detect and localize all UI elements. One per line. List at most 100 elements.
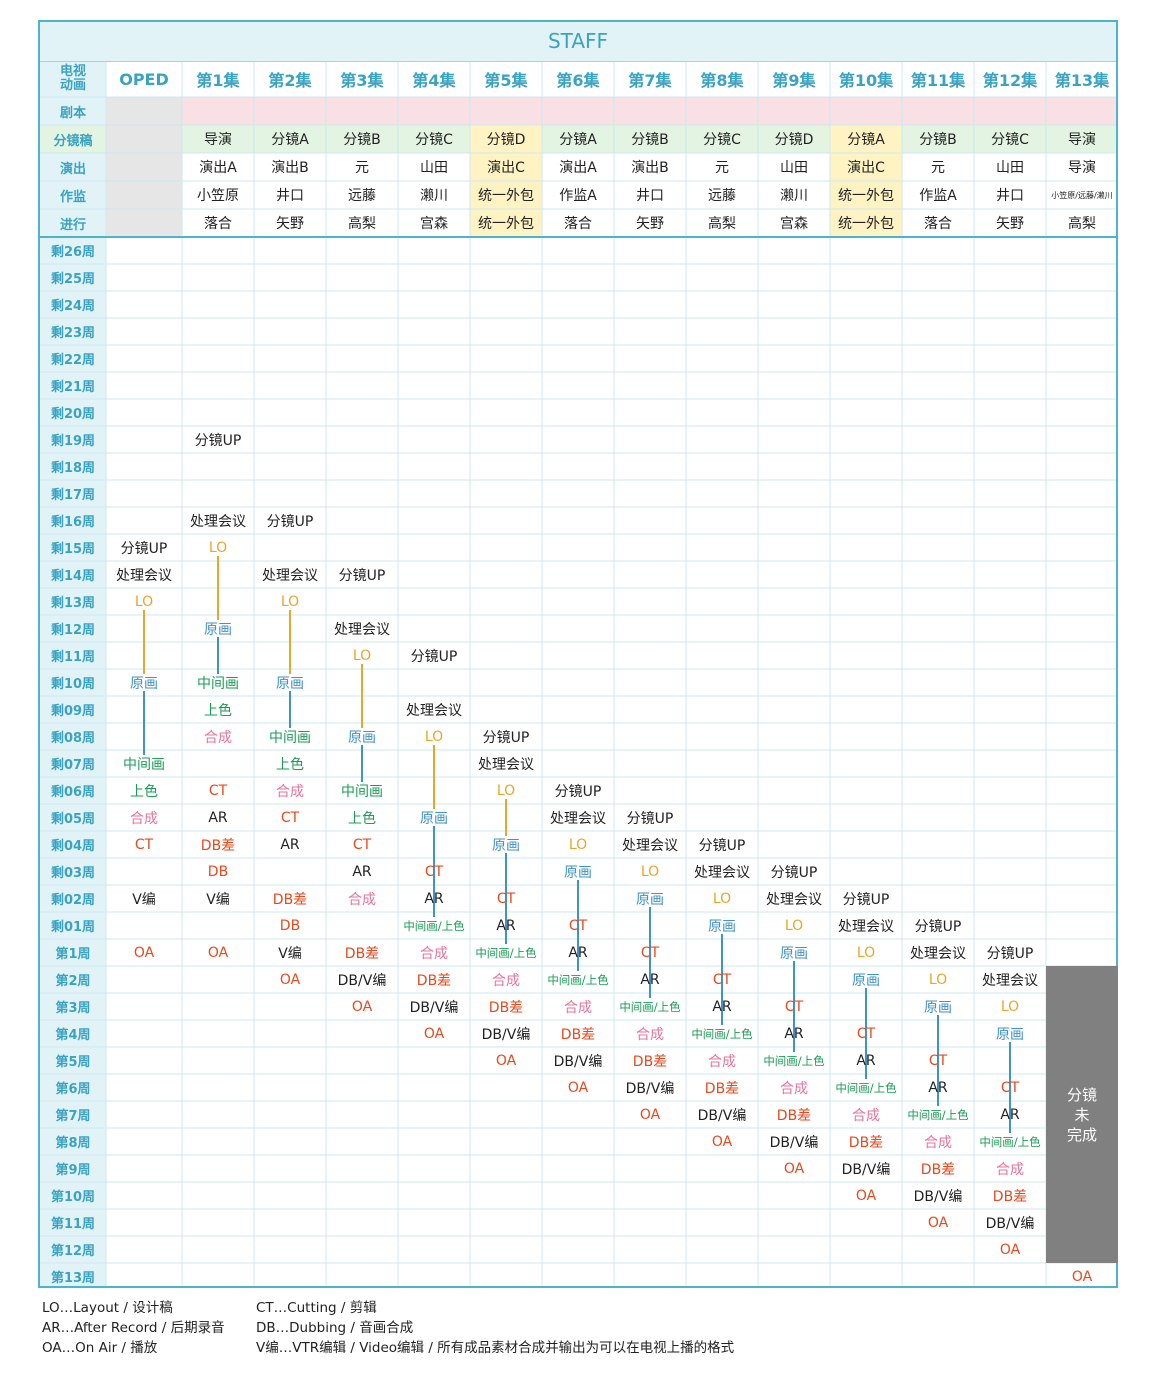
schedule-mark: DB差	[272, 891, 308, 908]
column-header: 第4集	[412, 71, 456, 90]
info-cell: 演出B	[271, 160, 309, 176]
schedule-mark: OA	[927, 1214, 949, 1231]
label-column-bg	[40, 61, 106, 1286]
schedule-mark: CT	[208, 782, 228, 799]
schedule-mark: 原画	[636, 891, 664, 908]
info-cell: 濑川	[780, 188, 808, 204]
schedule-mark: AR	[208, 809, 228, 826]
legend-item-oa: OA…On Air / 播放	[42, 1340, 158, 1356]
info-cell: 演出C	[487, 160, 525, 176]
oped-info-bg	[106, 97, 182, 237]
schedule-mark: OA	[207, 944, 229, 961]
info-cell: 远藤	[348, 188, 376, 204]
week-label: 剩12周	[50, 623, 96, 638]
schedule-mark: CT	[640, 944, 660, 961]
schedule-mark: DB差	[560, 1026, 596, 1043]
schedule-mark: DB	[279, 917, 301, 934]
week-label: 剩26周	[50, 245, 96, 260]
schedule-mark: DB差	[776, 1107, 812, 1124]
schedule-mark: 处理会议	[262, 567, 318, 584]
schedule-mark: CT	[568, 917, 588, 934]
column-header: 第11集	[910, 71, 966, 90]
info-row-label: 分镜稿	[53, 133, 93, 149]
schedule-mark: 分镜UP	[554, 783, 602, 800]
schedule-mark: 中间画	[269, 729, 311, 746]
info-cell: 濑川	[420, 188, 448, 204]
schedule-mark: CT	[712, 971, 732, 988]
week-label: 剩24周	[50, 299, 96, 314]
schedule-mark: 分镜UP	[194, 432, 242, 449]
info-cell: 统一外包	[838, 216, 894, 232]
info-cell: 分镜C	[703, 132, 741, 148]
schedule-mark: OA	[279, 971, 301, 988]
schedule-mark: 处理会议	[334, 621, 390, 638]
info-cell: 统一外包	[478, 216, 534, 232]
schedule-mark: V编	[132, 891, 156, 908]
week-label: 剩22周	[50, 353, 96, 368]
schedule-mark: 处理会议	[406, 702, 462, 719]
week-label: 剩19周	[50, 434, 96, 449]
week-label: 第1周	[55, 947, 91, 962]
info-cell: 演出A	[559, 160, 597, 176]
schedule-mark: DB/V编	[769, 1134, 819, 1151]
info-cell: 导演	[1068, 160, 1096, 176]
column-header: 第3集	[340, 71, 384, 90]
schedule-mark: 分镜UP	[698, 837, 746, 854]
column-header: 第5集	[484, 71, 528, 90]
legend-item-db: DB…Dubbing / 音画合成	[256, 1320, 414, 1336]
info-cell: 分镜B	[343, 132, 381, 148]
corner-label-line: 动画	[59, 78, 86, 93]
info-cell: 演出C	[847, 160, 885, 176]
week-label: 剩13周	[50, 596, 96, 611]
script-row-bg	[106, 97, 1116, 125]
schedule-mark: LO	[1000, 998, 1020, 1015]
corner-label: 电视 动画	[40, 61, 106, 97]
schedule-mark: 上色	[130, 783, 158, 800]
info-cell: 演出A	[199, 160, 237, 176]
week-label: 剩25周	[50, 272, 96, 287]
schedule-mark: 原画	[130, 675, 158, 692]
schedule-mark: 合成	[708, 1053, 736, 1070]
schedule-mark: 中间画/上色	[619, 999, 681, 1014]
schedule-mark: CT	[1000, 1079, 1020, 1096]
schedule-mark: 处理会议	[116, 567, 172, 584]
info-cell: 分镜D	[486, 132, 526, 148]
schedule-mark: 合成	[924, 1134, 952, 1151]
schedule-mark: 中间画/上色	[691, 1026, 753, 1041]
column-header: OPED	[119, 69, 169, 89]
info-cell: 作监A	[559, 188, 597, 204]
schedule-mark: LO	[208, 539, 228, 556]
schedule-mark: OA	[855, 1187, 877, 1204]
info-cell: 井口	[636, 188, 664, 204]
week-label: 剩18周	[50, 461, 96, 476]
info-cell: 矢野	[636, 216, 664, 232]
week-label: 剩06周	[50, 785, 96, 800]
info-cell: 作监A	[919, 188, 957, 204]
legend-item-lo: LO…Layout / 设计稿	[42, 1300, 173, 1316]
schedule-mark: OA	[495, 1052, 517, 1069]
schedule-mark: 中间画/上色	[403, 918, 465, 933]
storyboard-label-bg	[40, 125, 106, 153]
schedule-mark: 处理会议	[766, 891, 822, 908]
schedule-mark: LO	[568, 836, 588, 853]
schedule-mark: CT	[424, 863, 444, 880]
week-label: 剩10周	[50, 677, 96, 692]
schedule-mark: 合成	[204, 729, 232, 746]
info-cell: 小笠原	[197, 188, 239, 204]
schedule-mark: DB/V编	[841, 1161, 891, 1178]
schedule-mark: 原画	[708, 918, 736, 935]
schedule-mark: AR	[352, 863, 372, 880]
schedule-mark: CT	[856, 1025, 876, 1042]
info-cell: 分镜A	[559, 132, 597, 148]
column-header: 第1集	[196, 71, 240, 90]
column-header: 第8集	[700, 71, 744, 90]
info-cell: 分镜B	[919, 132, 957, 148]
schedule-mark: OA	[783, 1160, 805, 1177]
schedule-mark: 中间画/上色	[475, 945, 537, 960]
info-cell: 分镜A	[847, 132, 885, 148]
schedule-mark: DB	[207, 863, 229, 880]
schedule-mark: 原画	[204, 621, 232, 638]
column-header: 第7集	[628, 71, 672, 90]
schedule-mark: CT	[134, 836, 154, 853]
schedule-mark: LO	[280, 593, 300, 610]
